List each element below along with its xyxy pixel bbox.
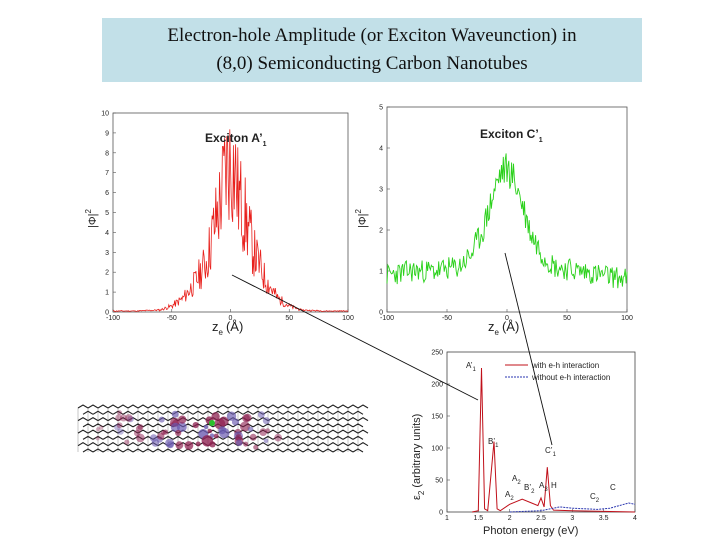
chart-a-xtick-label: 100 <box>342 315 354 322</box>
chart-a-title: Exciton A’1 <box>205 131 267 148</box>
chart-a-xtick-label: -100 <box>106 315 120 322</box>
slide-title: Electron-hole Amplitude (or Exciton Wave… <box>102 18 642 82</box>
chart-a-ytick-label: 9 <box>105 130 109 137</box>
chart-c-ytick-label: 2 <box>379 228 383 235</box>
chart-exciton-c: 0 1 2 3 4 5 -100 -50 0 50 100 Exciton C’1 |Φ|2 ze… <box>354 105 633 338</box>
chart-a-series <box>112 129 349 312</box>
connector-line-c <box>504 252 553 446</box>
chart-c-series <box>386 153 628 289</box>
chart-s-xtick-label: 2 <box>508 515 512 522</box>
chart-c-frame <box>386 106 628 313</box>
legend-label-with: with e-h interaction <box>531 361 599 370</box>
chart-c-xlabel: ze (Å) <box>488 319 519 337</box>
chart-a-ytick-label: 4 <box>105 230 109 237</box>
chart-a-xtick-label: 50 <box>285 315 293 322</box>
chart-s-xtick-label: 1.5 <box>473 515 483 522</box>
chart-s-ytick-label: 200 <box>431 382 443 389</box>
chart-a-ytick-label: 3 <box>105 250 109 257</box>
chart-c-ylabel: |Φ|2 <box>354 209 369 229</box>
chart-a-ytick-label: 1 <box>105 290 109 297</box>
chart-s-xtick-label: 3.5 <box>599 515 609 522</box>
chart-c-ytick-label: 1 <box>379 269 383 276</box>
peak-label-a2: A2 <box>512 474 521 486</box>
chart-a-ytick-label: 2 <box>105 270 109 277</box>
peak-label-c2: C2 <box>590 492 600 504</box>
chart-s-xtick-label: 2.5 <box>536 515 546 522</box>
chart-s-ytick-label: 50 <box>435 478 443 485</box>
peak-label-b1: B’1 <box>488 437 499 449</box>
peak-label-c1: C’1 <box>545 446 557 458</box>
chart-c-title: Exciton C’1 <box>480 127 543 144</box>
carbon-nanotube-lattice-icon <box>77 404 369 453</box>
chart-c-ytick-label: 3 <box>379 187 383 194</box>
chart-s-xtick-label: 4 <box>633 515 637 522</box>
peak-label-h: H <box>551 481 557 490</box>
chart-c-xtick-label: 100 <box>621 315 633 322</box>
chart-c-xtick-label: 50 <box>563 315 571 322</box>
chart-a-ytick-label: 5 <box>105 210 109 217</box>
chart-c-xtick-label: 0 <box>505 315 509 322</box>
chart-a-xlabel: ze (Å) <box>212 319 243 337</box>
chart-c-ytick-label: 5 <box>379 105 383 112</box>
chart-c-xtick-label: -50 <box>442 315 452 322</box>
peak-label-b2: B’2 <box>524 483 535 495</box>
chart-s-ytick-label: 100 <box>431 446 443 453</box>
chart-a-xtick-label: -50 <box>167 315 177 322</box>
chart-c-xtick-label: -100 <box>380 315 394 322</box>
chart-s-xtick-label: 1 <box>445 515 449 522</box>
slide-title-line2: (8,0) Semiconducting Carbon Nanotubes <box>216 53 528 74</box>
chart-a-ytick-label: 8 <box>105 150 109 157</box>
chart-a-xtick-label: 0 <box>229 315 233 322</box>
chart-c-ytick-label: 4 <box>379 146 383 153</box>
chart-a-ytick-label: 6 <box>105 190 109 197</box>
chart-s-ytick-label: 250 <box>431 350 443 357</box>
slide-title-line1: Electron-hole Amplitude (or Exciton Wave… <box>167 25 577 46</box>
chart-s-frame <box>446 351 636 513</box>
chart-a-ylabel: |Φ|2 <box>84 209 99 229</box>
chart-s-ytick-label: 0 <box>439 510 443 517</box>
chart-a-ytick-label: 0 <box>105 310 109 317</box>
chart-a-ytick-label: 10 <box>101 111 109 118</box>
chart-s-legend: with e-h interaction without e-h interac… <box>505 361 610 382</box>
connector-line-a <box>231 274 479 401</box>
peak-label-a2b: A2 <box>505 490 514 502</box>
chart-exciton-a: 0 1 2 3 4 5 6 7 8 9 10 -100 -50 0 50 100 Exciton A’1 |… <box>84 111 354 338</box>
peak-label-a1: A’1 <box>466 361 477 373</box>
chart-c-ytick-label: 0 <box>379 310 383 317</box>
chart-a-ytick-label: 7 <box>105 170 109 177</box>
chart-s-xlabel: Photon energy (eV) <box>483 525 578 537</box>
chart-s-ylabel: ε2(arbitrary units) <box>411 414 426 500</box>
chart-s-xtick-label: 3 <box>570 515 574 522</box>
peak-label-c: C <box>610 483 616 492</box>
chart-absorption-spectrum: 0 50 100 150 200 250 1 1.5 2 2.5 3 3.5 4 with e-h i… <box>411 350 637 538</box>
legend-label-without: without e-h interaction <box>531 373 610 382</box>
chart-s-series-without <box>509 502 636 513</box>
chart-s-ytick-label: 150 <box>431 414 443 421</box>
chart-s-series-with <box>471 367 636 513</box>
peak-label-a3: A3 <box>539 481 548 493</box>
